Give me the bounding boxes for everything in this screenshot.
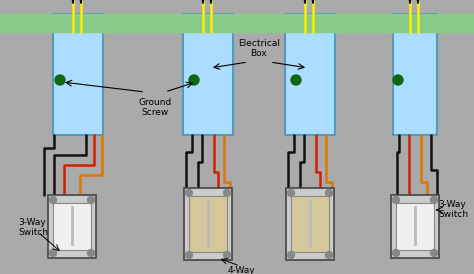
Bar <box>286 188 334 260</box>
Circle shape <box>393 75 403 85</box>
Bar <box>48 195 96 258</box>
Bar <box>396 203 434 250</box>
Text: Ground
Screw: Ground Screw <box>138 98 172 117</box>
Circle shape <box>288 252 294 258</box>
Bar <box>285 14 335 135</box>
Circle shape <box>430 196 438 204</box>
Circle shape <box>189 75 199 85</box>
Circle shape <box>291 75 301 85</box>
Circle shape <box>49 196 56 204</box>
Circle shape <box>326 190 332 196</box>
Circle shape <box>55 75 65 85</box>
Circle shape <box>326 252 332 258</box>
Circle shape <box>392 196 400 204</box>
Circle shape <box>224 252 230 258</box>
Circle shape <box>185 190 192 196</box>
Text: 4-Way: 4-Way <box>228 266 255 274</box>
Circle shape <box>224 190 230 196</box>
Bar <box>184 188 232 260</box>
Circle shape <box>88 250 94 256</box>
Bar <box>393 14 437 135</box>
Bar <box>183 14 233 135</box>
Text: 3-Way
Switch: 3-Way Switch <box>438 200 468 219</box>
Text: 3-Way
Switch: 3-Way Switch <box>18 218 48 237</box>
Bar <box>189 196 227 252</box>
Circle shape <box>185 252 192 258</box>
Text: Electrical
Box: Electrical Box <box>238 39 280 58</box>
Circle shape <box>88 196 94 204</box>
Bar <box>0 14 474 32</box>
Bar <box>291 196 329 252</box>
Circle shape <box>392 250 400 256</box>
Circle shape <box>49 250 56 256</box>
Bar <box>53 203 91 250</box>
Bar <box>391 195 439 258</box>
Circle shape <box>430 250 438 256</box>
Circle shape <box>288 190 294 196</box>
Bar <box>53 14 103 135</box>
